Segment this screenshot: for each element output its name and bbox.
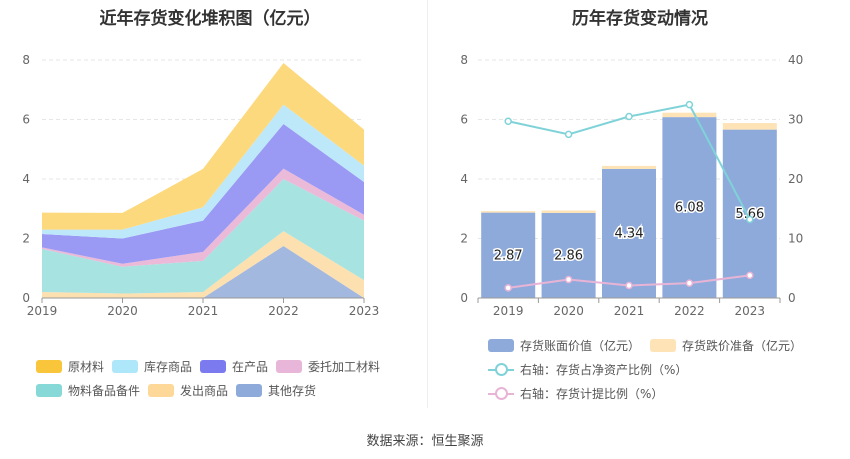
left-x-tick-label: 2023 [349, 304, 380, 318]
right-y2-tick-label: 40 [788, 53, 803, 67]
bar-value-label: 4.34 [615, 226, 644, 241]
legend-label: 右轴：存货占净资产比例（%） [520, 363, 688, 377]
legend-label: 在产品 [232, 360, 269, 374]
right-y-tick-label: 2 [460, 232, 468, 246]
right-y-tick-label: 8 [460, 53, 468, 67]
left-x-tick-label: 2022 [268, 304, 299, 318]
legend-swatch [650, 339, 676, 352]
legend-item[interactable]: 其他存货 [236, 382, 316, 399]
legend-label: 存货账面价值（亿元） [520, 339, 641, 353]
bar-book-value [722, 129, 777, 298]
left-y-tick-label: 2 [22, 232, 30, 246]
legend-swatch [200, 360, 226, 373]
legend-label: 发出商品 [180, 384, 229, 398]
line-point [625, 281, 633, 290]
legend-swatch [36, 360, 62, 373]
line-point [685, 279, 694, 287]
area-series-0 [42, 245, 364, 298]
bar-provision [722, 123, 777, 130]
area-series-2 [42, 179, 364, 294]
left-y-tick-label: 4 [22, 172, 30, 186]
legend-item[interactable]: 在产品 [200, 358, 268, 375]
line-point [564, 130, 573, 139]
left-x-tick-label: 2021 [188, 304, 219, 318]
right-x-tick-label: 2020 [553, 304, 584, 318]
right-x-tick-label: 2022 [674, 304, 705, 318]
bar-provision [662, 112, 717, 118]
bar-provision [541, 210, 596, 213]
legend-label: 库存商品 [144, 360, 193, 374]
bar-book-value [541, 212, 596, 298]
line-point [746, 271, 754, 280]
right-y2-tick-label: 0 [788, 291, 796, 305]
right-y-tick-label: 0 [460, 291, 468, 305]
line-point [746, 215, 754, 224]
legend-swatch [236, 384, 262, 397]
bar-value-label: 2.86 [554, 248, 583, 263]
left-y-tick-label: 0 [22, 291, 30, 305]
line-point [564, 275, 573, 284]
bar-value-label: 6.08 [675, 201, 704, 216]
legend-item[interactable]: 物料备品备件 [36, 382, 140, 399]
left-y-tick-label: 8 [22, 53, 30, 67]
left-chart-title: 近年存货变化堆积图（亿元） [99, 9, 321, 29]
left-y-tick-label: 6 [22, 113, 30, 127]
legend-swatch [36, 384, 62, 397]
legend-swatch [148, 384, 174, 397]
legend-item[interactable]: 委托加工材料 [276, 358, 380, 375]
legend-swatch [276, 360, 302, 373]
bar-book-value [662, 117, 717, 299]
bar-value-label: 2.87 [494, 248, 523, 263]
bar-provision [481, 211, 536, 213]
bar-value-label: 5.66 [735, 207, 764, 222]
legend-label: 存货跌价准备（亿元） [682, 339, 803, 353]
bar-book-value [481, 212, 536, 298]
legend-swatch [488, 339, 514, 352]
legend-label: 原材料 [68, 360, 105, 374]
legend-swatch [488, 363, 514, 376]
line-point [504, 117, 512, 126]
right-chart-title: 历年存货变动情况 [572, 9, 708, 29]
legend-item[interactable]: 原材料 [36, 358, 104, 375]
area-series-4 [42, 123, 364, 264]
right-y-tick-label: 4 [460, 172, 468, 186]
left-x-tick-label: 2020 [107, 304, 138, 318]
right-x-tick-label: 2023 [735, 304, 766, 318]
right-y2-tick-label: 30 [788, 113, 803, 127]
right-y2-tick-label: 20 [788, 172, 803, 186]
legend-swatch [112, 360, 138, 373]
area-series-6 [42, 62, 364, 230]
legend-swatch [488, 387, 514, 400]
legend-item[interactable]: 右轴：存货计提比例（%） [488, 385, 663, 402]
right-x-tick-label: 2021 [614, 304, 645, 318]
data-source: 数据来源：恒生聚源 [366, 434, 484, 449]
legend-item[interactable]: 库存商品 [112, 358, 192, 375]
legend-label: 委托加工材料 [308, 360, 381, 374]
left-x-tick-label: 2019 [27, 304, 58, 318]
legend-item[interactable]: 右轴：存货占净资产比例（%） [488, 361, 687, 378]
bar-book-value [602, 168, 656, 298]
area-series-5 [42, 104, 364, 239]
bar-provision [602, 165, 656, 169]
legend-label: 物料备品备件 [68, 384, 141, 398]
line-point [504, 284, 512, 292]
legend-label: 右轴：存货计提比例（%） [520, 387, 664, 401]
right-y-tick-label: 6 [460, 113, 468, 127]
right-y2-tick-label: 10 [788, 232, 803, 246]
panel-divider [427, 0, 428, 408]
legend-label: 其他存货 [268, 384, 317, 398]
legend-item[interactable]: 发出商品 [148, 382, 228, 399]
right-x-tick-label: 2019 [493, 304, 524, 318]
legend-item[interactable]: 存货跌价准备（亿元） [650, 337, 802, 354]
legend-item[interactable]: 存货账面价值（亿元） [488, 337, 640, 354]
line-point [685, 100, 694, 109]
line-point [625, 112, 633, 121]
